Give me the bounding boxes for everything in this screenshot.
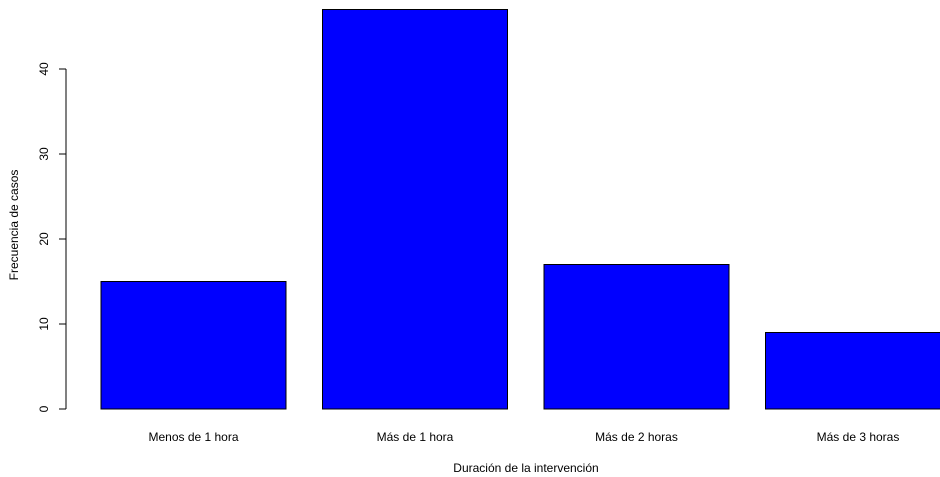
y-axis-label: Frecuencia de casos [7,170,21,281]
y-axis: 0 10 20 30 40 [37,62,67,412]
y-tick-label: 20 [37,232,51,246]
x-tick-label: Más de 2 horas [595,430,678,444]
y-tick-label: 0 [37,405,51,412]
x-tick-labels: Menos de 1 hora Más de 1 hora Más de 2 hor… [148,430,899,444]
y-tick-label: 10 [37,317,51,331]
y-tick-label: 40 [37,62,51,76]
x-tick-label: Más de 1 hora [377,430,454,444]
bars-group [100,9,940,410]
y-tick-label: 30 [37,147,51,161]
x-tick-label: Más de 3 horas [817,430,900,444]
x-tick-label: Menos de 1 hora [148,430,238,444]
x-axis-label: Duración de la intervención [453,461,598,475]
bar [765,332,940,410]
bar [543,264,730,410]
bar [100,281,287,410]
bar [322,9,508,410]
